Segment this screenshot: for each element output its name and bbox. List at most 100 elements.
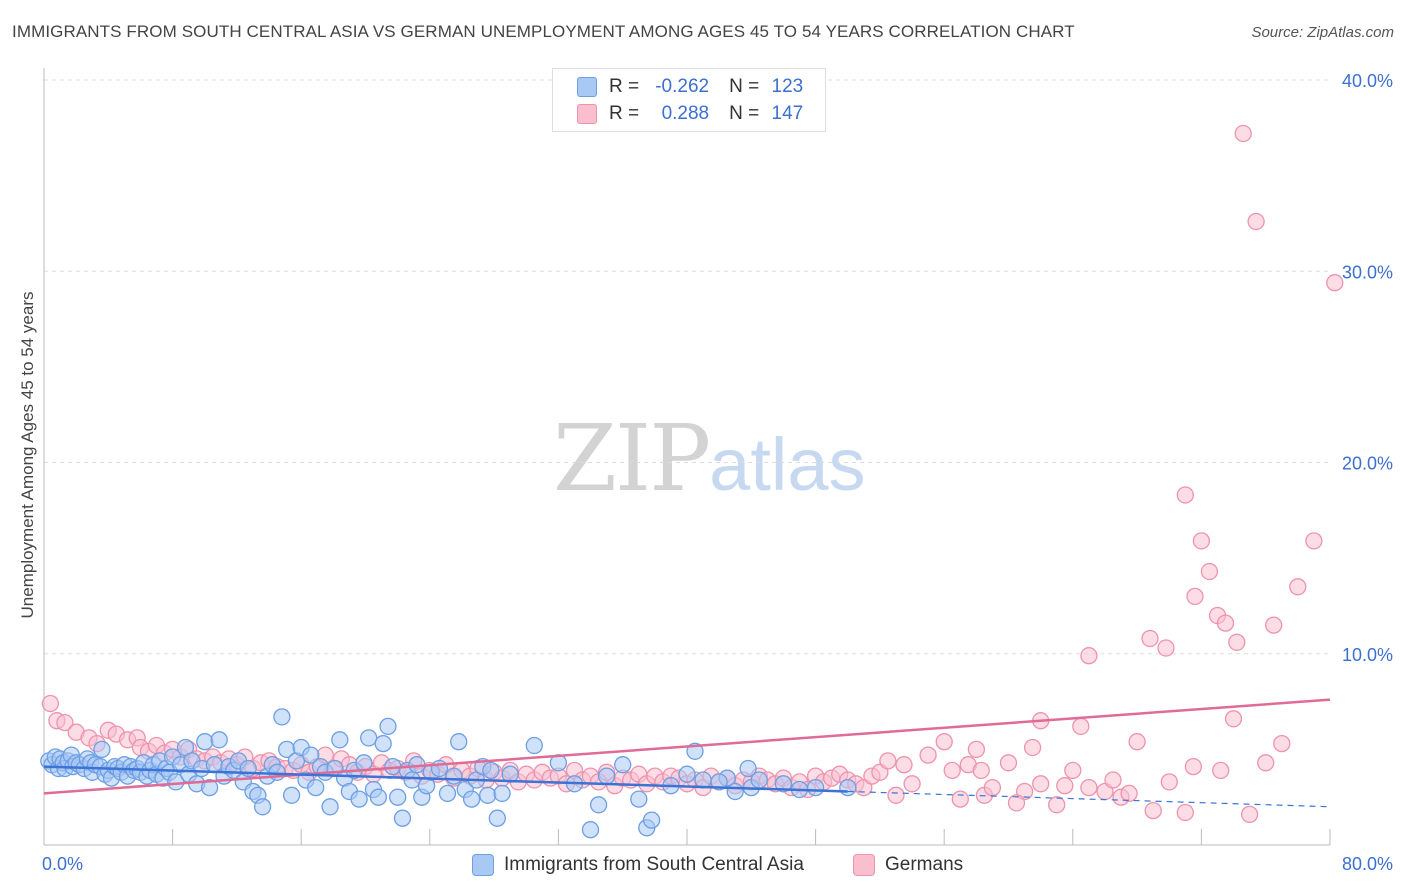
data-point-blue (438, 784, 457, 803)
data-point-pink (1144, 801, 1162, 820)
data-point-blue (597, 767, 616, 785)
data-point-pink (972, 761, 990, 780)
data-point-blue (630, 790, 648, 808)
data-point-blue (374, 734, 392, 753)
data-point-pink (999, 754, 1018, 772)
data-point-blue (479, 786, 497, 804)
data-point-pink (951, 790, 969, 808)
data-point-blue (253, 798, 272, 816)
data-point-blue (493, 784, 511, 803)
watermark: ZIPatlas (553, 405, 865, 512)
data-point-pink (1257, 754, 1275, 772)
data-point-blue (393, 809, 412, 827)
data-point-pink (1080, 778, 1098, 797)
data-point-blue (710, 773, 728, 791)
legend-n-value-blue: 123 (771, 76, 804, 97)
data-point-blue (200, 778, 219, 797)
bottom-legend-swatch-blue (472, 854, 494, 876)
data-point-pink (1032, 775, 1050, 793)
data-point-blue (350, 790, 368, 808)
data-point-blue (307, 778, 325, 797)
data-point-blue (445, 767, 463, 785)
legend-n-label: N = (729, 103, 760, 124)
data-point-pink (1224, 710, 1243, 728)
data-point-blue (642, 811, 661, 829)
data-point-pink (1247, 212, 1265, 231)
legend-swatch-pink (577, 104, 597, 124)
data-point-pink (1048, 796, 1066, 814)
bottom-legend-label-pink: Germans (885, 854, 964, 875)
data-point-pink (1056, 777, 1074, 795)
data-point-pink (1184, 757, 1203, 776)
data-point-blue (614, 756, 632, 774)
data-point-pink (1240, 805, 1259, 824)
data-point-blue (369, 788, 388, 806)
source-label: Source: ZipAtlas.com (1251, 24, 1394, 41)
bottom-legend-swatch-pink (853, 854, 875, 876)
data-point-pink (1080, 647, 1098, 665)
data-point-pink (903, 775, 921, 793)
data-point-pink (895, 756, 913, 774)
data-point-pink (967, 740, 986, 759)
data-point-pink (1104, 771, 1122, 789)
data-point-blue (321, 798, 339, 816)
data-point-pink (1186, 587, 1204, 606)
data-point-blue (93, 740, 111, 759)
trend-line-blue-extension (847, 790, 1331, 808)
data-point-pink (1234, 124, 1252, 143)
legend-r-value-pink: 0.288 (661, 103, 710, 124)
y-tick-label: 10.0% (1342, 645, 1393, 665)
chart-title: IMMIGRANTS FROM SOUTH CENTRAL ASIA VS GE… (12, 22, 1075, 41)
data-point-pink (1200, 562, 1219, 581)
data-point-pink (887, 786, 905, 804)
data-point-blue (450, 733, 468, 751)
legend-swatch-blue (577, 77, 597, 97)
legend-n-value-pink: 147 (771, 103, 804, 124)
y-tick-label: 40.0% (1342, 71, 1393, 91)
trend-line-pink (43, 698, 1331, 795)
legend-r-label: R = (609, 103, 640, 124)
bottom-legend-label-blue: Immigrants from South Central Asia (504, 854, 804, 875)
data-point-pink (1265, 616, 1283, 634)
data-point-blue (581, 821, 600, 839)
data-point-pink (935, 733, 953, 751)
data-point-blue (678, 765, 696, 783)
data-point-pink (1216, 614, 1235, 632)
data-point-pink (943, 761, 961, 780)
data-point-pink (1160, 773, 1178, 791)
data-point-blue (739, 759, 757, 778)
data-point-pink (1072, 717, 1090, 736)
data-point-blue (167, 773, 185, 791)
data-point-blue (806, 778, 825, 797)
data-point-blue (331, 731, 349, 749)
y-axis-label: Unemployment Among Ages 45 to 54 years (18, 291, 37, 619)
data-point-blue (282, 786, 301, 804)
data-point-pink (879, 752, 897, 770)
legend-n-label: N = (729, 76, 760, 97)
data-point-pink (1212, 761, 1230, 780)
data-point-pink (56, 713, 74, 732)
data-point-pink (1305, 532, 1323, 550)
data-point-pink (1007, 794, 1026, 812)
data-point-blue (839, 778, 857, 797)
data-point-pink (1064, 761, 1082, 780)
data-point-blue (488, 809, 506, 827)
data-point-pink (1192, 532, 1211, 550)
data-point-blue (589, 796, 608, 814)
data-point-pink (919, 746, 937, 764)
data-point-blue (360, 729, 378, 747)
data-point-pink (983, 778, 1002, 797)
trend-line-blue (43, 765, 848, 793)
legend-r-label: R = (609, 76, 640, 97)
bottom-legend-blue: Immigrants from South Central Asia (472, 853, 804, 877)
y-tick-label: 20.0% (1342, 454, 1393, 474)
bottom-legend-pink: Germans (853, 853, 963, 877)
legend-r-value-blue: -0.262 (655, 76, 710, 97)
data-point-pink (1228, 633, 1246, 651)
data-point-pink (1128, 733, 1146, 751)
data-point-pink (41, 694, 60, 713)
data-point-blue (196, 733, 214, 751)
data-point-blue (462, 790, 481, 808)
data-point-pink (1273, 734, 1291, 753)
data-point-blue (302, 746, 320, 764)
